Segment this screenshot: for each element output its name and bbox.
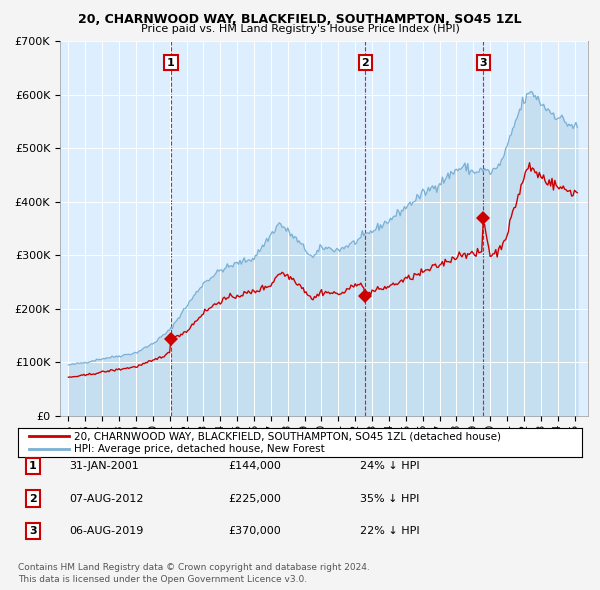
Text: 1: 1 [167, 58, 175, 68]
Text: Contains HM Land Registry data © Crown copyright and database right 2024.: Contains HM Land Registry data © Crown c… [18, 563, 370, 572]
Text: 2: 2 [29, 494, 37, 503]
Text: 06-AUG-2019: 06-AUG-2019 [69, 526, 143, 536]
Text: 3: 3 [29, 526, 37, 536]
Text: 31-JAN-2001: 31-JAN-2001 [69, 461, 139, 471]
Text: 20, CHARNWOOD WAY, BLACKFIELD, SOUTHAMPTON, SO45 1ZL (detached house): 20, CHARNWOOD WAY, BLACKFIELD, SOUTHAMPT… [74, 431, 502, 441]
Text: 2: 2 [361, 58, 369, 68]
Text: This data is licensed under the Open Government Licence v3.0.: This data is licensed under the Open Gov… [18, 575, 307, 584]
Text: £370,000: £370,000 [228, 526, 281, 536]
Text: HPI: Average price, detached house, New Forest: HPI: Average price, detached house, New … [74, 444, 325, 454]
Text: 22% ↓ HPI: 22% ↓ HPI [360, 526, 419, 536]
Text: Price paid vs. HM Land Registry's House Price Index (HPI): Price paid vs. HM Land Registry's House … [140, 24, 460, 34]
Text: 3: 3 [479, 58, 487, 68]
Text: 35% ↓ HPI: 35% ↓ HPI [360, 494, 419, 503]
Text: 20, CHARNWOOD WAY, BLACKFIELD, SOUTHAMPTON, SO45 1ZL: 20, CHARNWOOD WAY, BLACKFIELD, SOUTHAMPT… [78, 13, 522, 26]
Text: 07-AUG-2012: 07-AUG-2012 [69, 494, 143, 503]
Text: £144,000: £144,000 [228, 461, 281, 471]
Text: 1: 1 [29, 461, 37, 471]
Text: 24% ↓ HPI: 24% ↓ HPI [360, 461, 419, 471]
Text: £225,000: £225,000 [228, 494, 281, 503]
